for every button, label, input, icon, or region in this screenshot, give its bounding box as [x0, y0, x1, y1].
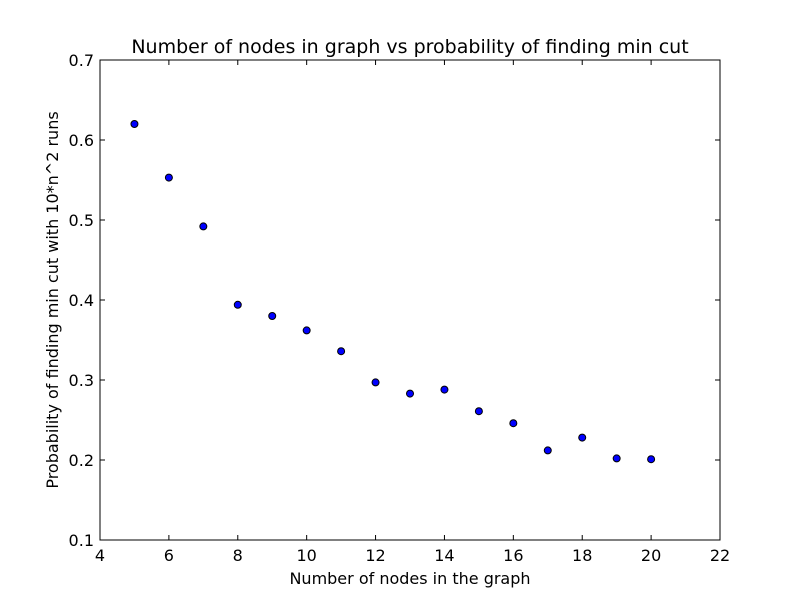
- x-tick-label: 8: [233, 546, 243, 565]
- data-point: [268, 312, 277, 320]
- data-point: [474, 407, 483, 416]
- data-point: [233, 300, 242, 309]
- data-point: [371, 378, 380, 387]
- data-point: [440, 385, 449, 394]
- x-tick-label: 20: [641, 546, 661, 565]
- x-tick-label: 12: [365, 546, 385, 565]
- data-point: [578, 433, 587, 442]
- y-tick-label: 0.5: [69, 211, 94, 230]
- x-tick-label: 4: [95, 546, 105, 565]
- y-tick-label: 0.2: [69, 451, 94, 470]
- y-tick-label: 0.1: [69, 531, 94, 550]
- x-axis-title: Number of nodes in the graph: [289, 569, 530, 588]
- data-point: [164, 173, 173, 182]
- x-tick-label: 18: [572, 546, 592, 565]
- x-tick-label: 6: [164, 546, 174, 565]
- y-axis-title: Probability of finding min cut with 10*n…: [43, 111, 62, 488]
- y-axis: 0.1 0.2 0.3 0.4 0.5 0.6 0.7: [69, 51, 720, 550]
- x-tick-label: 22: [710, 546, 730, 565]
- data-points: [130, 120, 656, 464]
- y-tick-label: 0.4: [69, 291, 94, 310]
- y-tick-label: 0.6: [69, 131, 94, 150]
- data-point: [543, 446, 552, 455]
- x-tick-label: 16: [503, 546, 523, 565]
- data-point: [199, 222, 208, 231]
- data-point: [337, 347, 346, 356]
- y-tick-label: 0.3: [69, 371, 94, 390]
- x-tick-label: 10: [296, 546, 316, 565]
- data-point: [302, 326, 311, 335]
- data-point: [509, 419, 518, 428]
- chart-title: Number of nodes in graph vs probability …: [131, 36, 688, 58]
- plot-area: [99, 59, 721, 541]
- data-point: [612, 454, 621, 463]
- data-point: [647, 455, 656, 464]
- x-axis: 4 6 8 10 12 14 16 18 20 22: [95, 60, 730, 565]
- data-point: [406, 389, 414, 398]
- data-point: [130, 120, 139, 128]
- x-tick-label: 14: [434, 546, 454, 565]
- y-tick-label: 0.7: [69, 51, 94, 70]
